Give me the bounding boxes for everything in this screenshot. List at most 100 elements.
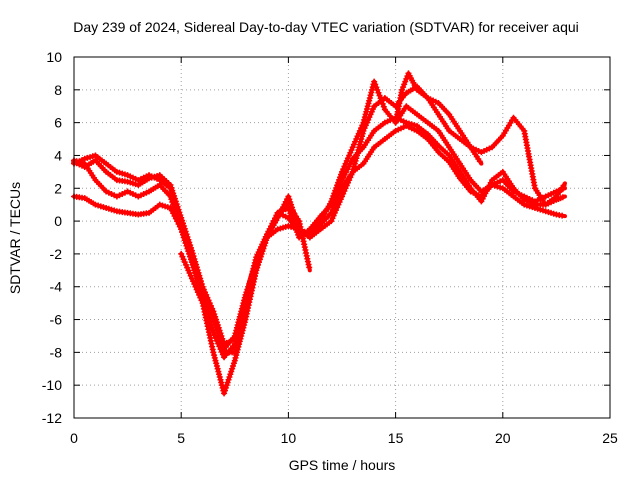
data-point [447, 160, 452, 165]
y-tick-label: -4 [50, 279, 63, 295]
y-tick-label: -6 [50, 312, 63, 328]
data-point [286, 215, 291, 220]
data-point [307, 268, 312, 273]
data-point [200, 284, 205, 289]
data-point [500, 186, 505, 191]
data-point [222, 391, 227, 396]
data-point [104, 189, 109, 194]
data-point [479, 189, 484, 194]
data-point [136, 182, 141, 187]
x-tick-label: 20 [495, 430, 511, 446]
data-point [500, 133, 505, 138]
data-point [275, 210, 280, 215]
data-point [490, 182, 495, 187]
data-point [532, 205, 537, 210]
data-point [340, 194, 344, 199]
data-point [457, 176, 462, 181]
data-point [447, 145, 452, 150]
data-point [479, 150, 484, 155]
data-point [457, 169, 462, 174]
data-point [404, 104, 409, 109]
data-point [372, 128, 377, 133]
data-point [136, 178, 141, 183]
data-point [340, 169, 344, 174]
data-point [447, 153, 452, 158]
data-point [415, 128, 420, 133]
data-point [82, 156, 87, 161]
data-point [179, 215, 184, 220]
plot-border [73, 56, 611, 419]
data-point [490, 178, 495, 183]
data-point [254, 268, 259, 273]
data-point [404, 120, 409, 125]
data-point [286, 194, 291, 199]
data-point [179, 251, 184, 256]
data-point [318, 227, 323, 232]
data-point [189, 276, 194, 281]
data-point [562, 194, 567, 199]
data-point [436, 143, 441, 148]
data-point [522, 194, 527, 199]
data-point [425, 120, 430, 125]
data-point [286, 224, 291, 229]
data-point [125, 210, 130, 215]
data-point [532, 202, 537, 207]
data-point [511, 189, 516, 194]
data-point [406, 71, 411, 76]
data-point [114, 169, 119, 174]
data-point [415, 87, 420, 92]
data-point [554, 212, 559, 217]
data-point [522, 202, 527, 207]
data-point [82, 164, 87, 169]
data-point [275, 227, 280, 232]
data-point [222, 355, 227, 360]
data-point [532, 199, 537, 204]
data-point [554, 189, 559, 194]
data-point [157, 202, 162, 207]
data-point [361, 120, 366, 125]
data-point [457, 137, 462, 142]
x-tick-label: 10 [281, 430, 297, 446]
data-point [200, 301, 205, 306]
y-axis-label: SDTVAR / TECUs [7, 182, 23, 294]
y-tick-label: 6 [54, 115, 62, 131]
data-point [415, 112, 420, 117]
data-point [125, 173, 130, 178]
data-point [457, 161, 462, 166]
y-tick-label: 2 [54, 180, 62, 196]
data-point [114, 194, 119, 199]
data-point [457, 128, 462, 133]
data-point [382, 96, 387, 101]
y-tick-label: 10 [46, 49, 62, 65]
data-point [436, 128, 441, 133]
data-point [82, 196, 87, 201]
data-point [500, 178, 505, 183]
data-point [350, 169, 355, 174]
data-point [500, 169, 505, 174]
data-point [532, 186, 537, 191]
data-point [490, 145, 495, 150]
data-point [479, 161, 484, 166]
data-point [511, 194, 516, 199]
y-tick-label: 0 [54, 213, 62, 229]
data-point [189, 248, 194, 253]
data-point [136, 194, 141, 199]
data-point [157, 178, 162, 183]
data-point [479, 199, 484, 204]
data-point [511, 115, 516, 120]
x-tick-label: 15 [388, 430, 404, 446]
data-point [415, 123, 420, 128]
data-point [425, 132, 430, 137]
x-tick-label: 0 [70, 430, 78, 446]
series-trace-6 [392, 70, 484, 166]
data-point [468, 178, 473, 183]
y-tick-label: -2 [50, 246, 63, 262]
data-point [222, 350, 227, 355]
data-point [104, 169, 109, 174]
series-trace-4 [71, 78, 567, 348]
data-point [147, 176, 152, 181]
data-point [361, 161, 366, 166]
data-point [361, 145, 366, 150]
